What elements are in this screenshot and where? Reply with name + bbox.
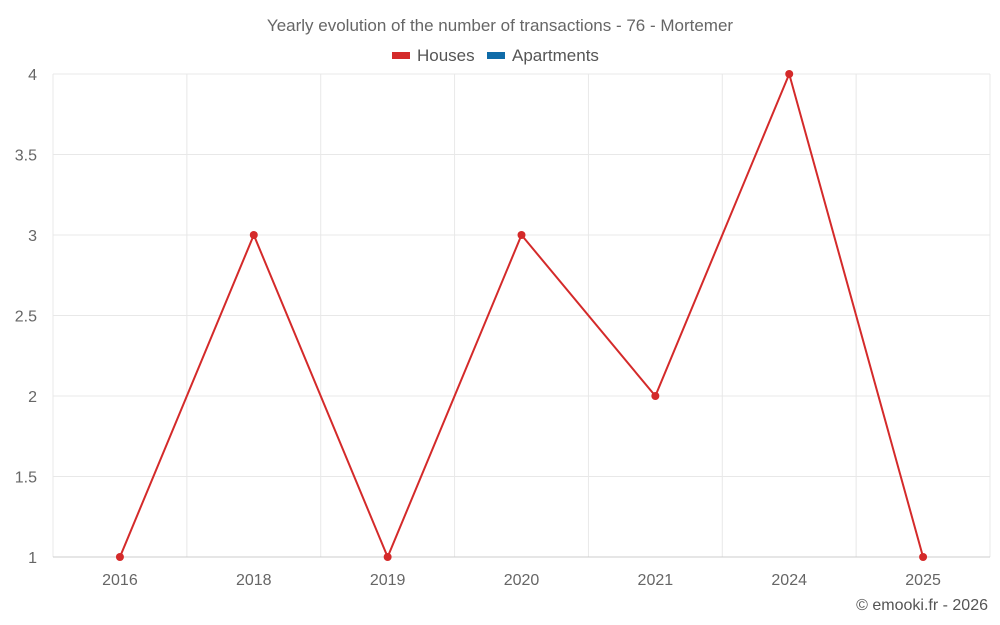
x-tick-label: 2025 xyxy=(905,572,941,589)
y-axis-ticks: 1 1.5 2 2.5 3 3.5 4 xyxy=(15,67,37,567)
legend-item-houses[interactable]: Houses xyxy=(392,46,475,65)
y-tick-label: 2.5 xyxy=(15,309,37,326)
legend-label-apartments: Apartments xyxy=(512,46,599,65)
x-tick-label: 2021 xyxy=(638,572,674,589)
grid xyxy=(52,73,991,557)
chart-title: Yearly evolution of the number of transa… xyxy=(267,16,733,35)
plot-area xyxy=(115,70,928,561)
y-tick-label: 3 xyxy=(28,228,37,245)
credit-text: © emooki.fr - 2026 xyxy=(856,597,988,614)
x-tick-label: 2018 xyxy=(236,572,272,589)
x-tick-label: 2019 xyxy=(370,572,406,589)
data-point-houses[interactable] xyxy=(651,392,660,400)
y-tick-label: 3.5 xyxy=(15,148,37,165)
data-point-houses[interactable] xyxy=(785,70,794,78)
legend: Houses Apartments xyxy=(392,46,599,65)
data-point-houses[interactable] xyxy=(919,553,928,561)
y-tick-label: 1.5 xyxy=(15,470,37,487)
legend-swatch-apartments xyxy=(487,52,505,59)
y-tick-label: 2 xyxy=(28,389,37,406)
data-point-houses[interactable] xyxy=(249,231,258,239)
x-tick-label: 2024 xyxy=(771,572,807,589)
data-point-houses[interactable] xyxy=(115,553,124,561)
legend-item-apartments[interactable]: Apartments xyxy=(487,46,599,65)
legend-swatch-houses xyxy=(392,52,410,59)
y-tick-label: 1 xyxy=(28,550,37,567)
x-axis-ticks: 2016 2018 2019 2020 2021 2024 2025 xyxy=(102,572,941,589)
legend-label-houses: Houses xyxy=(417,46,475,65)
data-point-houses[interactable] xyxy=(517,231,526,239)
x-tick-label: 2016 xyxy=(102,572,138,589)
x-tick-label: 2020 xyxy=(504,572,540,589)
data-point-houses[interactable] xyxy=(383,553,392,561)
y-tick-label: 4 xyxy=(28,67,37,84)
